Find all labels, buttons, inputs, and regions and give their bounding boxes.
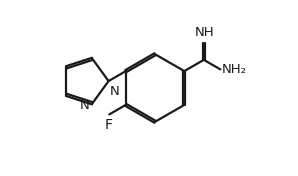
Text: N: N bbox=[80, 99, 90, 112]
Text: NH: NH bbox=[195, 26, 215, 39]
Text: NH₂: NH₂ bbox=[222, 63, 247, 76]
Text: N: N bbox=[109, 85, 119, 98]
Text: F: F bbox=[104, 118, 112, 131]
